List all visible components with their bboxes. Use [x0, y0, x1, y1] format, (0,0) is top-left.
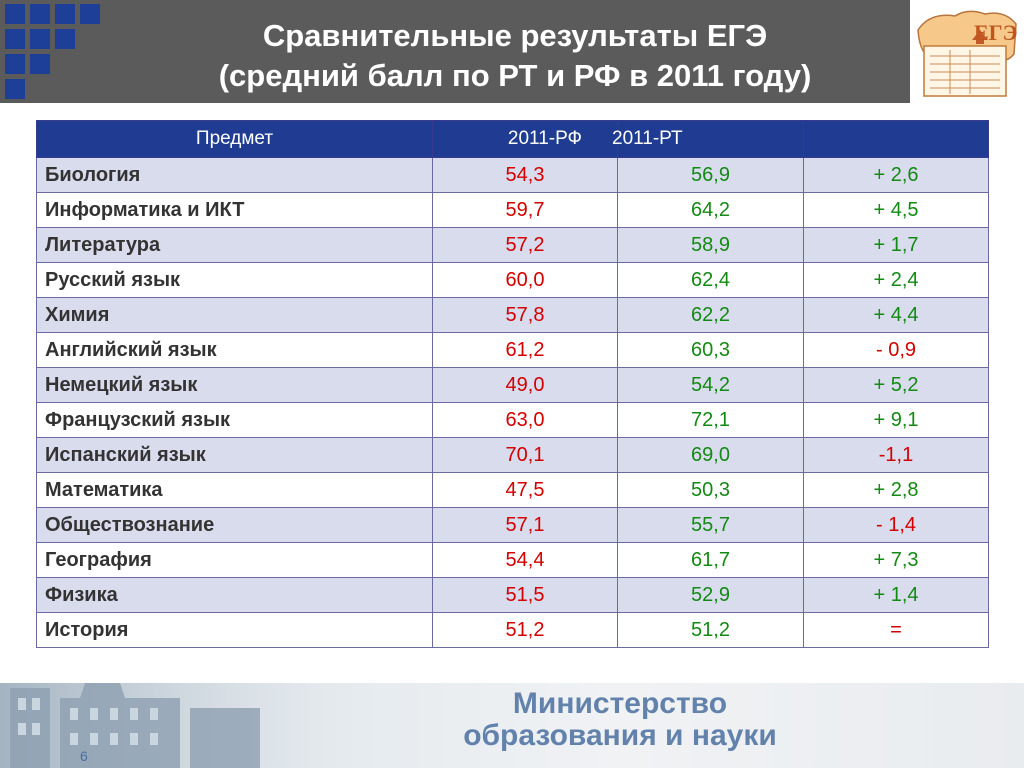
cell-subject: Физика: [36, 577, 433, 613]
cell-subject: Литература: [36, 227, 433, 263]
cell-rt-score: 62,2: [617, 297, 804, 333]
cell-rt-score: 62,4: [617, 262, 804, 298]
ministry-line-2: образования и науки: [463, 719, 777, 752]
cell-rt-score: 58,9: [617, 227, 804, 263]
cell-rt-score: 54,2: [617, 367, 804, 403]
table-row: География 54,4 61,7 + 7,3: [36, 542, 989, 578]
cell-rf-score: 54,3: [432, 157, 618, 193]
cell-difference: + 2,8: [803, 472, 989, 508]
cell-subject: Информатика и ИКТ: [36, 192, 433, 228]
cell-difference: + 7,3: [803, 542, 989, 578]
cell-difference: + 4,4: [803, 297, 989, 333]
logo-squares-icon: [5, 4, 105, 104]
cell-rt-score: 51,2: [617, 612, 804, 648]
ministry-logo-text: Министерство образования и науки: [460, 688, 780, 752]
column-header-rf: 2011-РФ: [432, 120, 618, 158]
table-row: Французский язык 63,0 72,1 + 9,1: [36, 402, 989, 438]
column-header-subject: Предмет: [36, 120, 433, 158]
cell-rf-score: 49,0: [432, 367, 618, 403]
table-header-row: Предмет 2011-РФ 2011-РТ: [36, 120, 989, 158]
cell-rf-score: 63,0: [432, 402, 618, 438]
cell-rf-score: 70,1: [432, 437, 618, 473]
table-row: История 51,2 51,2 =: [36, 612, 989, 648]
cell-difference: + 1,4: [803, 577, 989, 613]
slide-header: Сравнительные результаты ЕГЭ (средний ба…: [0, 0, 910, 103]
cell-difference: -1,1: [803, 437, 989, 473]
results-table: Предмет 2011-РФ 2011-РТ Биология 54,3 56,9…: [36, 120, 989, 648]
column-header-rt-label: 2011-РТ: [612, 128, 683, 149]
cell-rt-score: 60,3: [617, 332, 804, 368]
ministry-building-image: 6: [0, 683, 330, 768]
cell-subject: Математика: [36, 472, 433, 508]
cell-subject: Немецкий язык: [36, 367, 433, 403]
cell-rf-score: 59,7: [432, 192, 618, 228]
cell-difference: + 2,4: [803, 262, 989, 298]
cell-difference: + 9,1: [803, 402, 989, 438]
cell-difference: + 1,7: [803, 227, 989, 263]
cell-rf-score: 57,2: [432, 227, 618, 263]
cell-rt-score: 55,7: [617, 507, 804, 543]
cell-rf-score: 57,1: [432, 507, 618, 543]
cell-rt-score: 69,0: [617, 437, 804, 473]
page-title: Сравнительные результаты ЕГЭ (средний ба…: [120, 16, 910, 96]
cell-difference: =: [803, 612, 989, 648]
cell-subject: Английский язык: [36, 332, 433, 368]
svg-text:ЕГЭ: ЕГЭ: [974, 20, 1018, 45]
table-row: Физика 51,5 52,9 + 1,4: [36, 577, 989, 613]
cell-rf-score: 47,5: [432, 472, 618, 508]
table-body: Биология 54,3 56,9 + 2,6 Информатика и ИКТ 59…: [36, 157, 989, 648]
cell-difference: - 0,9: [803, 332, 989, 368]
cell-subject: Русский язык: [36, 262, 433, 298]
cell-rf-score: 61,2: [432, 332, 618, 368]
cell-rt-score: 61,7: [617, 542, 804, 578]
cell-rt-score: 64,2: [617, 192, 804, 228]
table-row: Немецкий язык 49,0 54,2 + 5,2: [36, 367, 989, 403]
table-row: Русский язык 60,0 62,4 + 2,4: [36, 262, 989, 298]
cell-subject: Французский язык: [36, 402, 433, 438]
cell-rt-score: 56,9: [617, 157, 804, 193]
table-row: Математика 47,5 50,3 + 2,8: [36, 472, 989, 508]
cell-rf-score: 54,4: [432, 542, 618, 578]
table-row: Литература 57,2 58,9 + 1,7: [36, 227, 989, 263]
cell-rt-score: 50,3: [617, 472, 804, 508]
cell-rf-score: 57,8: [432, 297, 618, 333]
cell-subject: Обществознание: [36, 507, 433, 543]
ministry-line-1: Министерство: [512, 687, 728, 720]
table-row: Английский язык 61,2 60,3- 0,9: [36, 332, 989, 368]
ege-exam-logo-icon: ЕГЭ: [910, 0, 1024, 103]
table-row: Химия 57,8 62,2 + 4,4: [36, 297, 989, 333]
cell-difference: + 2,6: [803, 157, 989, 193]
cell-subject: История: [36, 612, 433, 648]
table-row: Биология 54,3 56,9 + 2,6: [36, 157, 989, 193]
cell-difference: - 1,4: [803, 507, 989, 543]
cell-rf-score: 51,5: [432, 577, 618, 613]
table-row: Информатика и ИКТ 59,7 64,2 + 4,5: [36, 192, 989, 228]
cell-rt-score: 72,1: [617, 402, 804, 438]
title-line-1: Сравнительные результаты ЕГЭ: [262, 18, 768, 53]
column-header-diff: [803, 120, 989, 158]
cell-rt-score: 52,9: [617, 577, 804, 613]
table-row: Обществознание 57,1 55,7- 1,4: [36, 507, 989, 543]
footer-banner: 6 Министерство образования и науки: [0, 683, 1024, 768]
page-number: 6: [80, 748, 88, 764]
cell-rf-score: 51,2: [432, 612, 618, 648]
column-header-rf-label: 2011-РФ: [507, 128, 582, 149]
cell-subject: Испанский язык: [36, 437, 433, 473]
table-row: Испанский язык 70,1 69,0 -1,1: [36, 437, 989, 473]
cell-subject: География: [36, 542, 433, 578]
cell-subject: Химия: [36, 297, 433, 333]
cell-subject: Биология: [36, 157, 433, 193]
cell-rf-score: 60,0: [432, 262, 618, 298]
column-header-rt: 2011-РТ: [612, 120, 804, 158]
cell-difference: + 4,5: [803, 192, 989, 228]
cell-difference: + 5,2: [803, 367, 989, 403]
title-line-2: (средний балл по РТ и РФ в 2011 году): [218, 58, 812, 93]
